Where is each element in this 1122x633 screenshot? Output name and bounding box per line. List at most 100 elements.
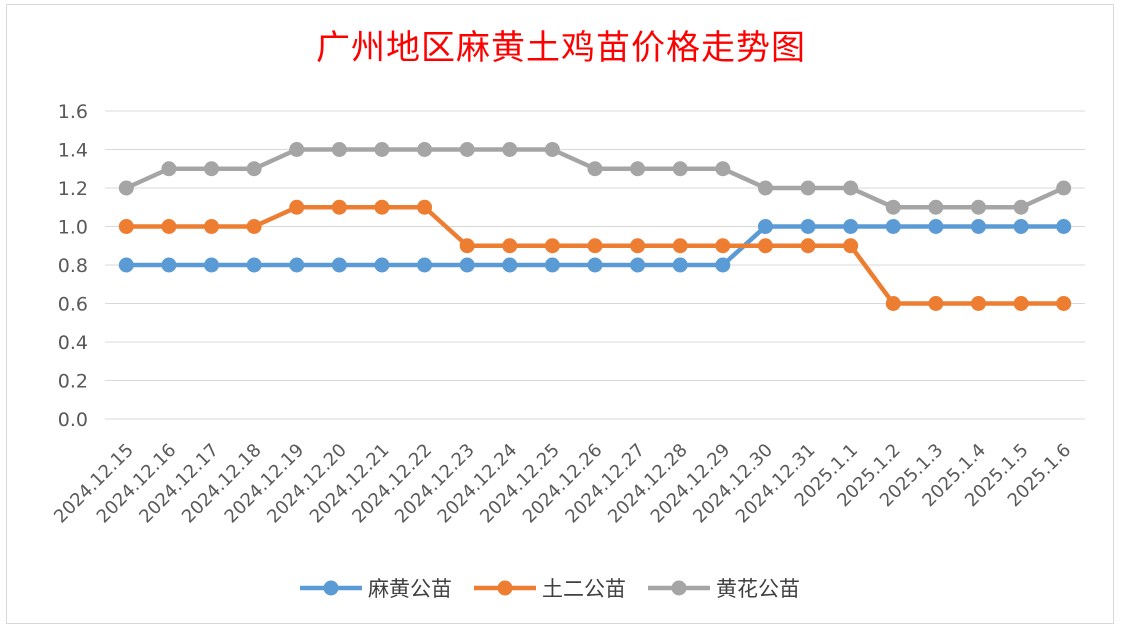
data-point [630,257,646,273]
data-point [757,180,773,196]
legend-item-2: 土二公苗 [474,577,626,601]
data-point [544,142,560,157]
data-point [246,161,262,177]
y-tick-label: 1.2 [58,178,88,200]
series-line [124,205,1066,306]
legend-label: 麻黄公苗 [368,577,452,601]
data-point [843,238,859,254]
data-point [204,257,220,273]
series-group [118,142,1072,311]
legend-item-1: 麻黄公苗 [300,577,452,601]
data-point [672,238,688,254]
data-point [1013,199,1029,215]
y-tick-label: 1.4 [58,140,88,162]
data-point [374,257,390,273]
data-point [459,238,475,254]
data-point [800,219,816,234]
data-point [587,161,603,177]
data-point [587,257,603,273]
data-point [544,238,560,254]
legend: 麻黄公苗 土二公苗 黄花公苗 [300,577,800,601]
legend-marker [323,580,339,596]
data-point [118,257,134,273]
data-point [118,219,134,234]
legend-label: 土二公苗 [542,577,626,601]
data-point [544,257,560,273]
data-point [630,238,646,254]
data-point [885,296,901,311]
data-point [928,296,944,311]
data-point [204,219,220,234]
x-axis: 2024.12.152024.12.162024.12.172024.12.18… [50,440,1075,528]
data-point [1056,219,1072,234]
data-point [289,199,305,215]
data-point [800,180,816,196]
data-point [204,161,220,177]
data-point [374,199,390,215]
data-point [118,180,134,196]
data-point [289,142,305,157]
data-point [417,257,433,273]
data-point [1056,180,1072,196]
series-2 [118,199,1072,311]
series-3 [118,142,1072,215]
legend-item-3: 黄花公苗 [648,577,800,601]
data-point [800,238,816,254]
data-point [459,142,475,157]
data-point [161,257,177,273]
data-point [331,199,347,215]
data-point [502,238,518,254]
data-point [331,257,347,273]
data-point [672,257,688,273]
y-tick-label: 0.8 [58,255,88,277]
chart-area[interactable] [6,4,1114,624]
series-line [124,147,1066,210]
legend-label: 黄花公苗 [716,577,800,601]
legend-marker [497,580,513,596]
data-point [970,199,986,215]
data-point [630,161,646,177]
data-point [1013,296,1029,311]
data-point [928,219,944,234]
data-point [246,219,262,234]
y-axis: 0.0 0.2 0.4 0.6 0.8 1.0 1.2 1.4 1.6 [58,101,88,431]
data-point [672,161,688,177]
data-point [843,180,859,196]
data-point [970,219,986,234]
data-point [502,257,518,273]
y-tick-label: 1.6 [58,101,88,123]
data-point [757,238,773,254]
legend-marker [671,580,687,596]
data-point [715,257,731,273]
data-point [715,238,731,254]
y-tick-label: 1.0 [58,217,88,239]
y-tick-label: 0.0 [58,409,88,431]
data-point [715,161,731,177]
data-point [246,257,262,273]
data-point [417,142,433,157]
data-point [928,199,944,215]
data-point [843,219,859,234]
data-point [502,142,518,157]
data-point [1056,296,1072,311]
series-1 [118,219,1072,273]
data-point [161,219,177,234]
data-point [587,238,603,254]
y-tick-label: 0.6 [58,294,88,316]
y-tick-label: 0.4 [58,332,88,354]
data-point [417,199,433,215]
data-point [289,257,305,273]
data-point [331,142,347,157]
chart-title: 广州地区麻黄土鸡苗价格走势图 [316,28,806,68]
data-point [459,257,475,273]
data-point [885,199,901,215]
data-point [1013,219,1029,234]
gridlines [105,110,1085,420]
data-point [757,219,773,234]
data-point [885,219,901,234]
data-point [161,161,177,177]
data-point [374,142,390,157]
data-point [970,296,986,311]
y-tick-label: 0.2 [58,371,88,393]
